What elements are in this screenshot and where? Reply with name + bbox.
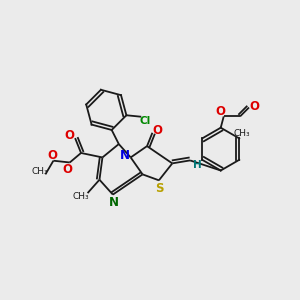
Text: O: O <box>249 100 259 112</box>
Text: O: O <box>47 149 57 162</box>
Text: S: S <box>155 182 164 195</box>
Text: N: N <box>120 149 130 162</box>
Text: N: N <box>109 196 119 208</box>
Text: Cl: Cl <box>140 116 151 126</box>
Text: O: O <box>153 124 163 137</box>
Text: CH₃: CH₃ <box>233 129 250 138</box>
Text: O: O <box>62 163 72 176</box>
Text: CH₃: CH₃ <box>31 167 48 176</box>
Text: O: O <box>64 129 74 142</box>
Text: O: O <box>216 106 226 118</box>
Text: H: H <box>193 160 202 170</box>
Text: CH₃: CH₃ <box>73 192 89 201</box>
